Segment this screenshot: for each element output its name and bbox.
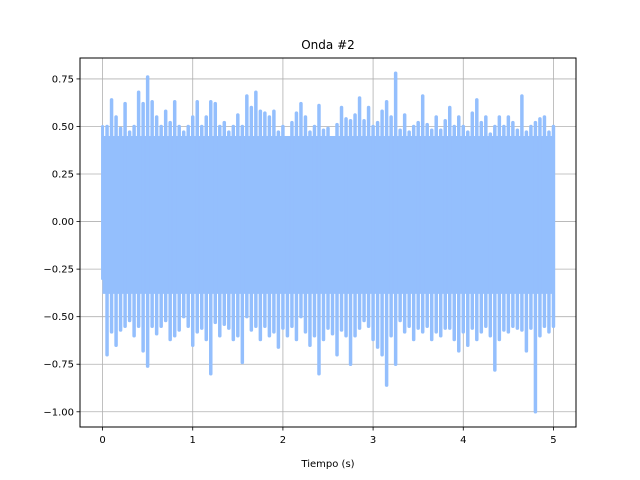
x-axis-ticks: 0 1 2 3 4 5 bbox=[99, 427, 557, 446]
x-axis-label: Tiempo (s) bbox=[300, 459, 354, 470]
y-axis-ticks: −1.00 −0.75 −0.50 −0.25 0.00 0.25 0.50 0.75 bbox=[43, 74, 80, 418]
plot-frame bbox=[79, 57, 577, 428]
y-tick-label: 0.00 bbox=[52, 217, 74, 228]
wave-series bbox=[101, 71, 556, 414]
x-tick-label: 5 bbox=[550, 435, 556, 446]
chart-title: Onda #2 bbox=[301, 38, 355, 52]
y-tick-label: 0.75 bbox=[52, 74, 74, 85]
y-tick-label: 0.50 bbox=[52, 122, 74, 133]
y-tick-label: −0.75 bbox=[43, 360, 74, 371]
y-tick-label: 0.25 bbox=[52, 170, 74, 181]
x-tick-label: 3 bbox=[370, 435, 376, 446]
x-tick-label: 0 bbox=[99, 435, 105, 446]
x-tick-label: 2 bbox=[280, 435, 286, 446]
y-tick-label: −1.00 bbox=[43, 407, 74, 418]
y-tick-label: −0.50 bbox=[43, 312, 74, 323]
x-tick-label: 4 bbox=[460, 435, 466, 446]
x-tick-label: 1 bbox=[190, 435, 196, 446]
y-tick-label: −0.25 bbox=[43, 265, 74, 276]
